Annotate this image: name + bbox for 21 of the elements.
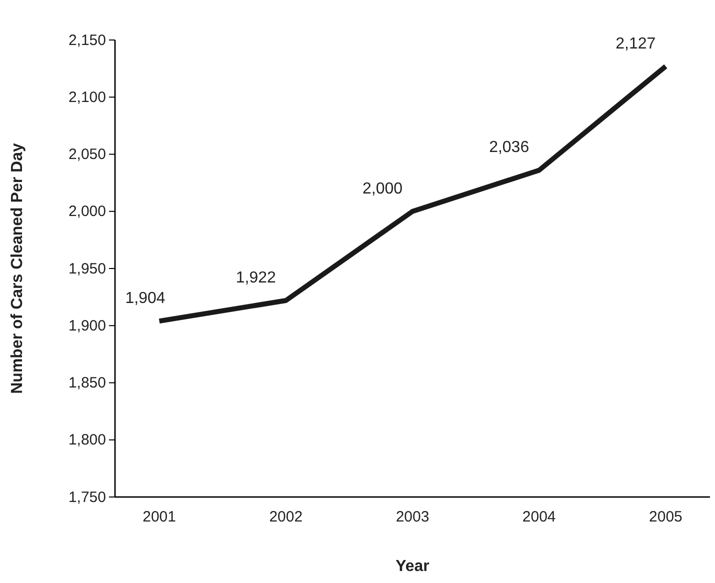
x-tick-label: 2002 bbox=[269, 508, 303, 526]
x-tick-label: 2001 bbox=[142, 508, 176, 526]
y-tick-label: 2,050 bbox=[68, 146, 106, 164]
y-axis-title: Number of Cars Cleaned Per Day bbox=[9, 143, 26, 394]
x-tick-label: 2004 bbox=[522, 508, 556, 526]
y-tick-label: 2,000 bbox=[68, 203, 106, 220]
data-label: 1,904 bbox=[125, 290, 166, 308]
y-tick-label: 1,950 bbox=[68, 260, 106, 278]
data-label: 1,922 bbox=[236, 269, 276, 286]
y-tick-label: 1,850 bbox=[68, 374, 106, 392]
y-tick-label: 2,100 bbox=[68, 88, 106, 106]
data-label: 2,000 bbox=[362, 180, 403, 198]
y-tick-label: 1,800 bbox=[68, 432, 106, 449]
x-tick-label: 2003 bbox=[396, 508, 430, 526]
data-label: 2,036 bbox=[489, 139, 530, 156]
data-label: 2,127 bbox=[616, 35, 656, 52]
y-tick-label: 1,750 bbox=[68, 488, 106, 506]
x-tick-label: 2005 bbox=[649, 508, 682, 526]
y-tick-label: 1,900 bbox=[68, 317, 106, 334]
x-axis-title: Year bbox=[396, 558, 430, 575]
y-tick-label: 2,150 bbox=[68, 32, 106, 49]
